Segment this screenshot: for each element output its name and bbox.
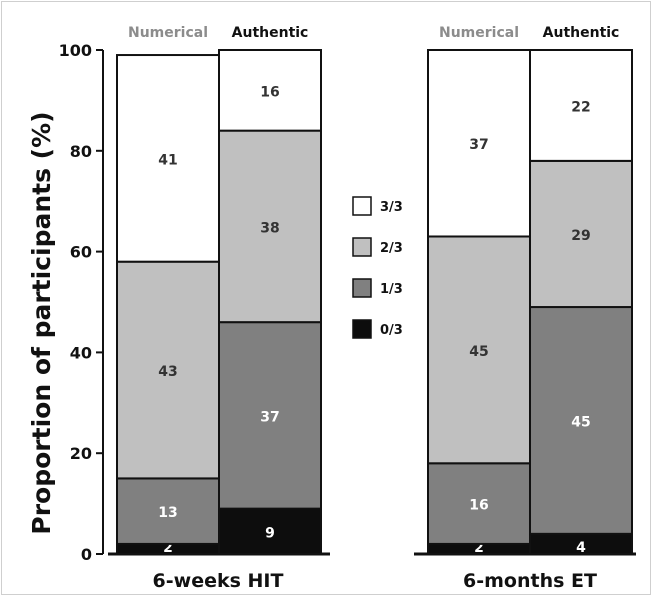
legend-entry: 3/3 [380,200,403,215]
y-tick-label: 80 [70,142,92,161]
data-label: 2 [163,540,173,556]
legend-swatch [352,278,372,298]
legend-swatch [352,237,372,257]
y-tick-label: 20 [70,444,92,463]
data-label: 4 [576,540,586,556]
legend-entry: 1/3 [380,282,403,297]
legend-entry: 2/3 [380,241,403,256]
data-label: 13 [158,505,177,521]
data-label: 37 [469,137,488,153]
bars: 6-weeks HIT Numerical 2 13 43 41 Authentic 9 37 3… [108,25,636,592]
bar-segment [116,260,220,480]
bar-segment [427,462,531,545]
data-label: 45 [571,414,590,430]
y-tick-label: 0 [81,545,92,564]
y-tick-label: 60 [70,243,92,262]
bar-group: 6-weeks HIT Numerical 2 13 43 41 Authentic 9 37 3… [108,25,330,592]
bar-segment [427,49,531,238]
bar-segment [116,54,220,263]
data-label: 16 [260,84,279,100]
legend-entry: 0/3 [380,323,403,338]
bar-segment [116,477,220,545]
legend-swatch [352,196,372,216]
group-label: 6-weeks HIT [153,570,284,592]
data-label: 9 [265,525,275,541]
bar-label: Authentic [232,25,309,41]
bar-segment [529,49,633,162]
data-label: 37 [260,409,279,425]
bar-segment [218,321,322,510]
y-axis-label: Proportion of participants (%) [27,111,56,534]
y-tick-label: 40 [70,343,92,362]
data-label: 22 [571,99,590,115]
bar-segment [529,306,633,535]
data-label: 38 [260,220,279,236]
bar-label: Numerical [439,25,519,41]
data-label: 41 [158,152,177,168]
data-label: 2 [474,540,484,556]
y-tick-label: 100 [59,41,92,60]
bar-label: Authentic [543,25,620,41]
data-label: 43 [158,364,177,380]
bar-label: Numerical [128,25,208,41]
data-label: 29 [571,228,590,244]
data-label: 16 [469,498,488,514]
group-label: 6-months ET [463,570,597,592]
bar-segment [427,235,531,465]
bar-group: 6-months ET Numerical 2 16 45 37 Authentic 4 45 2… [414,25,636,592]
data-label: 45 [469,344,488,360]
legend-swatch [352,319,372,339]
y-axis: 0 20 40 60 80 100 [59,41,104,564]
bar-segment [218,49,322,132]
bar-segment [529,159,633,309]
bar-segment [218,129,322,324]
legend: 3/3 2/3 1/3 0/3 [352,196,403,339]
bar-segment [218,507,322,556]
